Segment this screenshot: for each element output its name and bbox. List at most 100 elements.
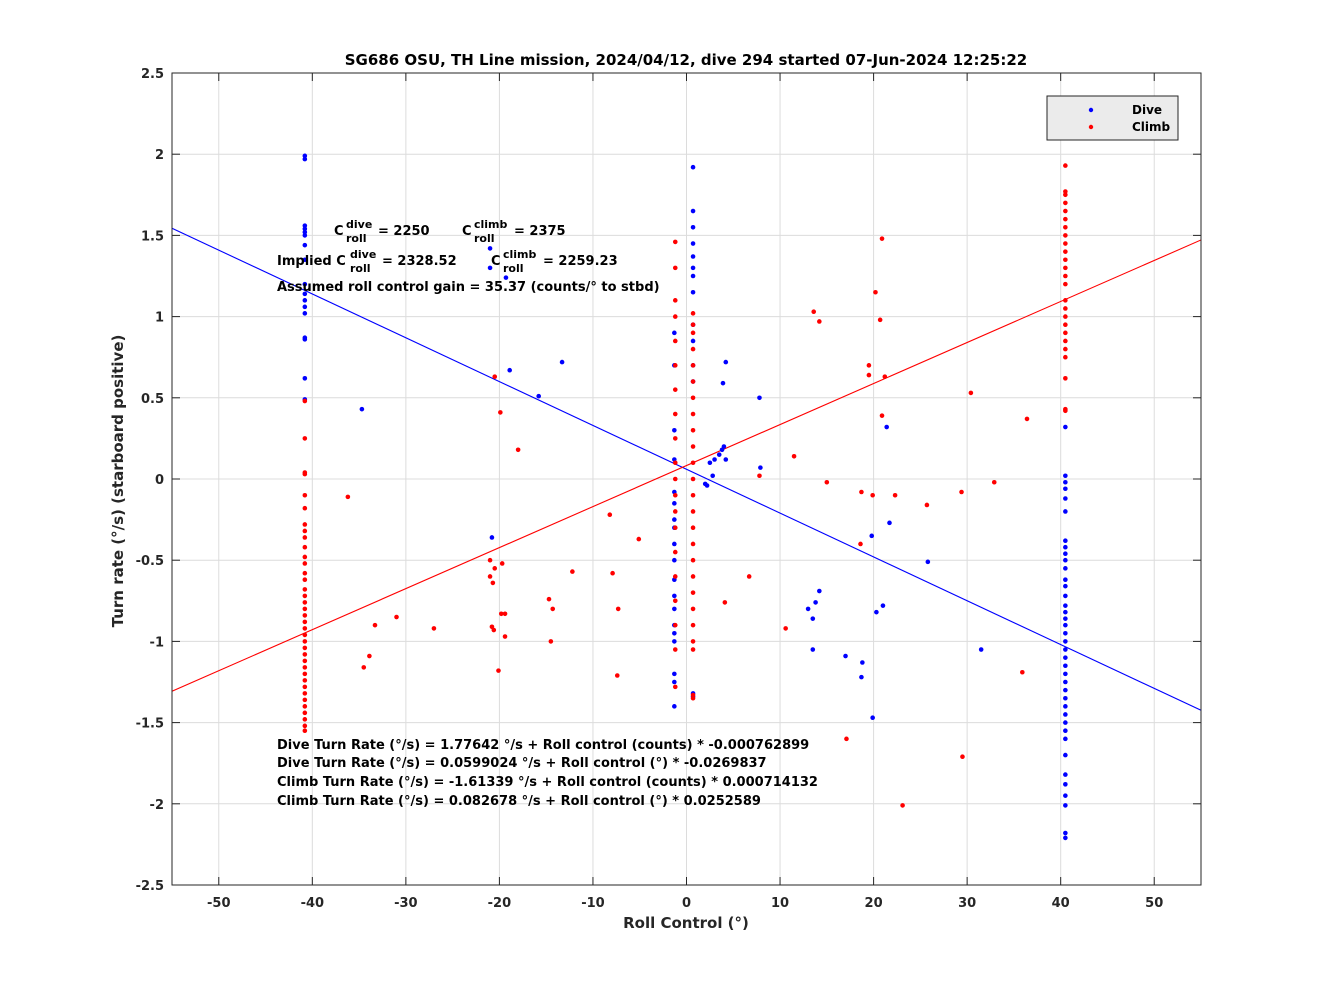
climb-point — [431, 626, 437, 631]
climb-point — [879, 236, 885, 241]
climb-point — [302, 561, 308, 566]
y-tick-label: 2 — [155, 148, 164, 163]
legend-dive-label: Dive — [1132, 103, 1162, 117]
implied-climb-superscript: climb — [503, 248, 537, 261]
climb-point — [690, 330, 696, 336]
climb-point — [690, 525, 696, 531]
dive-point — [1063, 712, 1068, 717]
dive-point — [1063, 695, 1068, 701]
dive-point — [707, 460, 713, 466]
dive-point — [1063, 647, 1068, 652]
dive-point — [1063, 486, 1068, 492]
dive-point — [1063, 609, 1068, 615]
climb-point — [492, 374, 498, 379]
climb-point — [570, 569, 575, 574]
dive-point — [690, 289, 696, 295]
c-roll-annotation: C dive roll = 2250 C climb roll = 2375 — [334, 218, 566, 245]
dive-point — [672, 330, 677, 336]
climb-point — [1063, 249, 1068, 254]
dive-point — [672, 679, 677, 685]
dive-point — [672, 593, 677, 599]
dive-point — [810, 616, 816, 621]
x-tick-label: -40 — [301, 896, 325, 911]
climb-point — [1063, 273, 1068, 279]
climb-point — [302, 522, 308, 527]
dive-point — [690, 265, 696, 271]
climb-point — [672, 574, 678, 579]
climb-point — [672, 509, 678, 514]
c-climb-superscript: climb — [474, 218, 508, 231]
climb-point — [548, 639, 554, 644]
climb-point — [690, 444, 696, 449]
dive-point — [1063, 577, 1068, 582]
dive-point — [880, 603, 886, 608]
climb-point — [372, 622, 378, 628]
y-axis-label: Turn rate (°/s) (starboard positive) — [109, 335, 127, 628]
dive-point — [690, 273, 696, 279]
chart-title: SG686 OSU, TH Line mission, 2024/04/12, … — [345, 51, 1028, 69]
climb-point — [1063, 192, 1068, 198]
dive-point — [507, 367, 512, 373]
climb-point — [1063, 330, 1068, 336]
dive-point — [712, 457, 717, 462]
dive-point — [721, 444, 727, 449]
dive-point — [302, 229, 308, 235]
dive-point — [1063, 557, 1068, 563]
dive-point — [302, 223, 308, 228]
y-tick-label: 1 — [155, 311, 164, 326]
data-points — [302, 153, 1068, 841]
climb-point — [672, 338, 678, 344]
y-tick-label: -2.5 — [136, 879, 164, 894]
climb-point — [811, 309, 817, 315]
climb-point — [746, 574, 752, 579]
plot-frame — [171, 72, 1202, 886]
climb-point — [1063, 376, 1068, 381]
climb-point — [879, 413, 885, 418]
dive-point — [302, 233, 308, 238]
climb-point — [690, 311, 696, 316]
climb-point — [302, 684, 308, 690]
climb-point — [870, 492, 875, 498]
climb-point — [1063, 281, 1068, 287]
fit-equation-dive-counts: Dive Turn Rate (°/s) = 1.77642 °/s + Rol… — [277, 738, 809, 753]
climb-point — [1063, 163, 1068, 168]
y-tick-label: -0.5 — [136, 554, 164, 569]
climb-point — [672, 387, 678, 392]
climb-point — [1063, 216, 1068, 222]
dive-point — [1063, 752, 1068, 758]
dive-point — [1063, 622, 1068, 628]
climb-point — [615, 606, 621, 612]
climb-point — [302, 436, 308, 441]
dive-point — [1063, 736, 1068, 742]
climb-point — [614, 673, 620, 678]
climb-point — [690, 379, 696, 384]
climb-point — [302, 600, 308, 605]
dive-point — [302, 156, 308, 162]
climb-point — [690, 590, 696, 595]
fit-equation-climb-degrees: Climb Turn Rate (°/s) = 0.082678 °/s + R… — [277, 794, 761, 809]
dive-point — [1063, 593, 1068, 599]
climb-point — [499, 561, 505, 566]
dive-point — [1063, 639, 1068, 644]
dive-point — [859, 674, 864, 680]
climb-point — [690, 692, 696, 698]
legend-box — [1046, 95, 1179, 141]
dive-point — [1063, 704, 1068, 709]
x-tick-label: 0 — [682, 896, 691, 911]
climb-point — [1063, 189, 1068, 194]
dive-point — [302, 153, 308, 159]
climb-point — [498, 611, 504, 617]
climb-point — [302, 704, 308, 709]
climb-point — [817, 319, 822, 324]
climb-point — [302, 492, 308, 498]
climb-point — [1063, 233, 1068, 238]
dive-point — [1063, 616, 1068, 621]
dive-point — [1063, 720, 1068, 725]
climb-point — [672, 647, 678, 652]
climb-point — [345, 494, 351, 500]
dive-point — [925, 559, 931, 565]
roll-gain-annotation: Assumed roll control gain = 35.37 (count… — [277, 280, 660, 295]
y-axis-ticks: -2.5 -2 -1.5 -1 -0.5 0 0.5 1 1.5 2 2.5 — [136, 67, 1201, 894]
climb-point — [960, 754, 965, 760]
